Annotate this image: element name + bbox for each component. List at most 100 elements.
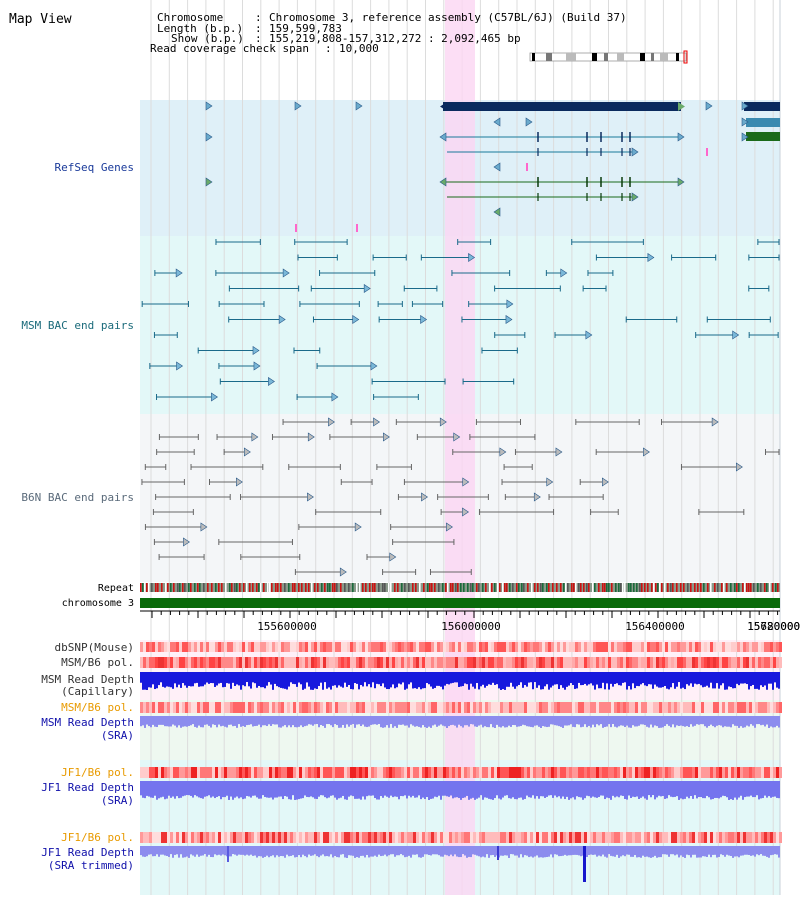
jf1-depth-sra-bar bbox=[514, 781, 516, 800]
read-depth-tracks[interactable] bbox=[140, 672, 780, 882]
msm-pol-2-track-label[interactable]: MSM/B6 pol. bbox=[61, 701, 134, 714]
jf1-depth-sra-bar bbox=[366, 781, 368, 797]
jf1-depth-sra-bar bbox=[334, 781, 336, 798]
msm-pol-track-label[interactable]: MSM/B6 pol. bbox=[61, 656, 134, 669]
msm-pol2-cell bbox=[203, 702, 206, 713]
jf1-depth-trim-bar bbox=[700, 846, 702, 858]
msm-pol-cell bbox=[371, 657, 374, 668]
msm-depth-sra-bar bbox=[466, 716, 468, 726]
jf1-pol2-cell bbox=[212, 832, 215, 843]
repeat-block bbox=[457, 583, 459, 592]
msm-depth-sra-bar bbox=[502, 716, 504, 727]
jf1-pol2-cell bbox=[500, 832, 503, 843]
chromosome-track-label[interactable]: chromosome 3 bbox=[62, 598, 134, 609]
repeat-block bbox=[769, 583, 771, 592]
ruler-label: 155600000 bbox=[257, 620, 317, 633]
gene-block[interactable] bbox=[754, 102, 780, 111]
gene-block[interactable] bbox=[744, 102, 754, 111]
gene-arrow bbox=[631, 192, 639, 202]
jf1-pol-track-label[interactable]: JF1/B6 pol. bbox=[61, 766, 134, 779]
selection-highlight[interactable] bbox=[445, 0, 475, 895]
jf1-pol-2-track-label[interactable]: JF1/B6 pol. bbox=[61, 831, 134, 844]
msm-pol-cell bbox=[302, 657, 305, 668]
jf1-depth-trim-bar bbox=[328, 846, 330, 857]
jf1-pol-cell bbox=[764, 767, 767, 778]
jf1-pol2-cell bbox=[422, 832, 425, 843]
msm-depth-cap-bar bbox=[344, 672, 346, 683]
jf1-depth-trim-bar bbox=[224, 846, 226, 856]
msm-depth-cap-bar bbox=[510, 672, 512, 683]
refseq-track-label[interactable]: RefSeq Genes bbox=[55, 161, 134, 174]
msm-pol2-cell bbox=[776, 702, 779, 713]
jf1-pol-cell bbox=[260, 767, 263, 778]
dbsnp-cell bbox=[152, 642, 155, 652]
repeat-block bbox=[211, 583, 213, 592]
msm-depth-cap-bar bbox=[514, 672, 516, 689]
msm-pol-cell bbox=[317, 657, 320, 668]
msm-depth-sra-bar bbox=[532, 716, 534, 728]
jf1-depth-trim-bar bbox=[472, 846, 474, 855]
msm-depth-sra-bar bbox=[580, 716, 582, 728]
dbsnp-cell bbox=[557, 642, 560, 652]
msm-depth-cap-bar bbox=[148, 672, 150, 688]
chromosome-bar[interactable] bbox=[140, 598, 780, 608]
repeat-track-label[interactable]: Repeat bbox=[98, 583, 134, 594]
msm-pol2-cell bbox=[386, 702, 389, 713]
gene-block[interactable] bbox=[443, 102, 681, 111]
jf1-pol-cell bbox=[674, 767, 677, 778]
jf1-depth-trim-bar bbox=[642, 846, 644, 856]
b6n-bac-track-label[interactable]: B6N BAC end pairs bbox=[21, 491, 134, 504]
jf1-depth-trim-bar bbox=[606, 846, 608, 858]
jf1-depth-sra-bar bbox=[578, 781, 580, 798]
gene-block[interactable] bbox=[746, 118, 780, 127]
dbsnp-cell bbox=[632, 642, 635, 652]
jf1-depth-sra-bar bbox=[696, 781, 698, 799]
msm-pol-cell bbox=[779, 657, 782, 668]
msm-pol-cell bbox=[641, 657, 644, 668]
dbsnp-cell bbox=[428, 642, 431, 652]
gene-block[interactable] bbox=[746, 132, 780, 141]
msm-depth-sra-bar bbox=[248, 716, 250, 725]
repeat-track[interactable] bbox=[140, 583, 780, 592]
jf1-depth-trim-bar bbox=[590, 846, 592, 855]
msm-pol2-cell bbox=[458, 702, 461, 713]
repeat-block bbox=[680, 583, 682, 592]
jf1-depth-sra-bar bbox=[672, 781, 674, 798]
jf1-depth-sra-bar bbox=[214, 781, 216, 799]
jf1-pol-cell bbox=[302, 767, 305, 778]
refseq-genes[interactable] bbox=[205, 101, 780, 232]
msm-depth-cap-bar bbox=[670, 672, 672, 688]
msm-bac-pairs[interactable] bbox=[141, 239, 780, 402]
polymorphism-heat-strips[interactable] bbox=[140, 642, 782, 843]
msm-pol-cell bbox=[347, 657, 350, 668]
msm-depth-cap-label[interactable]: MSM Read Depth bbox=[41, 673, 134, 686]
msm-depth-cap-bar bbox=[470, 672, 472, 684]
msm-depth-cap-bar bbox=[544, 672, 546, 687]
chromosome-ideogram[interactable] bbox=[529, 50, 688, 64]
msm-depth-cap-bar bbox=[362, 672, 364, 687]
jf1-depth-trim-bar bbox=[452, 846, 454, 857]
msm-depth-sra-label[interactable]: MSM Read Depth bbox=[41, 716, 134, 729]
msm-pol2-cell bbox=[482, 702, 485, 713]
dbsnp-track-label[interactable]: dbSNP(Mouse) bbox=[55, 641, 134, 654]
dbsnp-cell bbox=[218, 642, 221, 652]
jf1-depth-sra-bar bbox=[270, 781, 272, 798]
jf1-depth-trim-bar bbox=[422, 846, 424, 857]
jf1-depth-trim-bar bbox=[404, 846, 406, 858]
jf1-depth-trim-bar bbox=[390, 846, 392, 855]
msm-depth-sra-bar bbox=[312, 716, 314, 726]
jf1-depth-trim-label[interactable]: JF1 Read Depth bbox=[41, 846, 134, 859]
jf1-depth-sra-label[interactable]: JF1 Read Depth bbox=[41, 781, 134, 794]
b6n-bac-pairs[interactable] bbox=[141, 417, 780, 577]
msm-depth-sra-bar bbox=[658, 716, 660, 728]
msm-depth-cap-bar bbox=[388, 672, 390, 690]
jf1-depth-sra-bar bbox=[616, 781, 618, 797]
msm-pol2-cell bbox=[539, 702, 542, 713]
msm-depth-sra-bar bbox=[414, 716, 416, 727]
jf1-pol-cell bbox=[692, 767, 695, 778]
msm-pol-cell bbox=[341, 657, 344, 668]
msm-bac-track-label[interactable]: MSM BAC end pairs bbox=[21, 319, 134, 332]
jf1-depth-sra-bar bbox=[710, 781, 712, 800]
jf1-depth-sra-bar bbox=[676, 781, 678, 797]
